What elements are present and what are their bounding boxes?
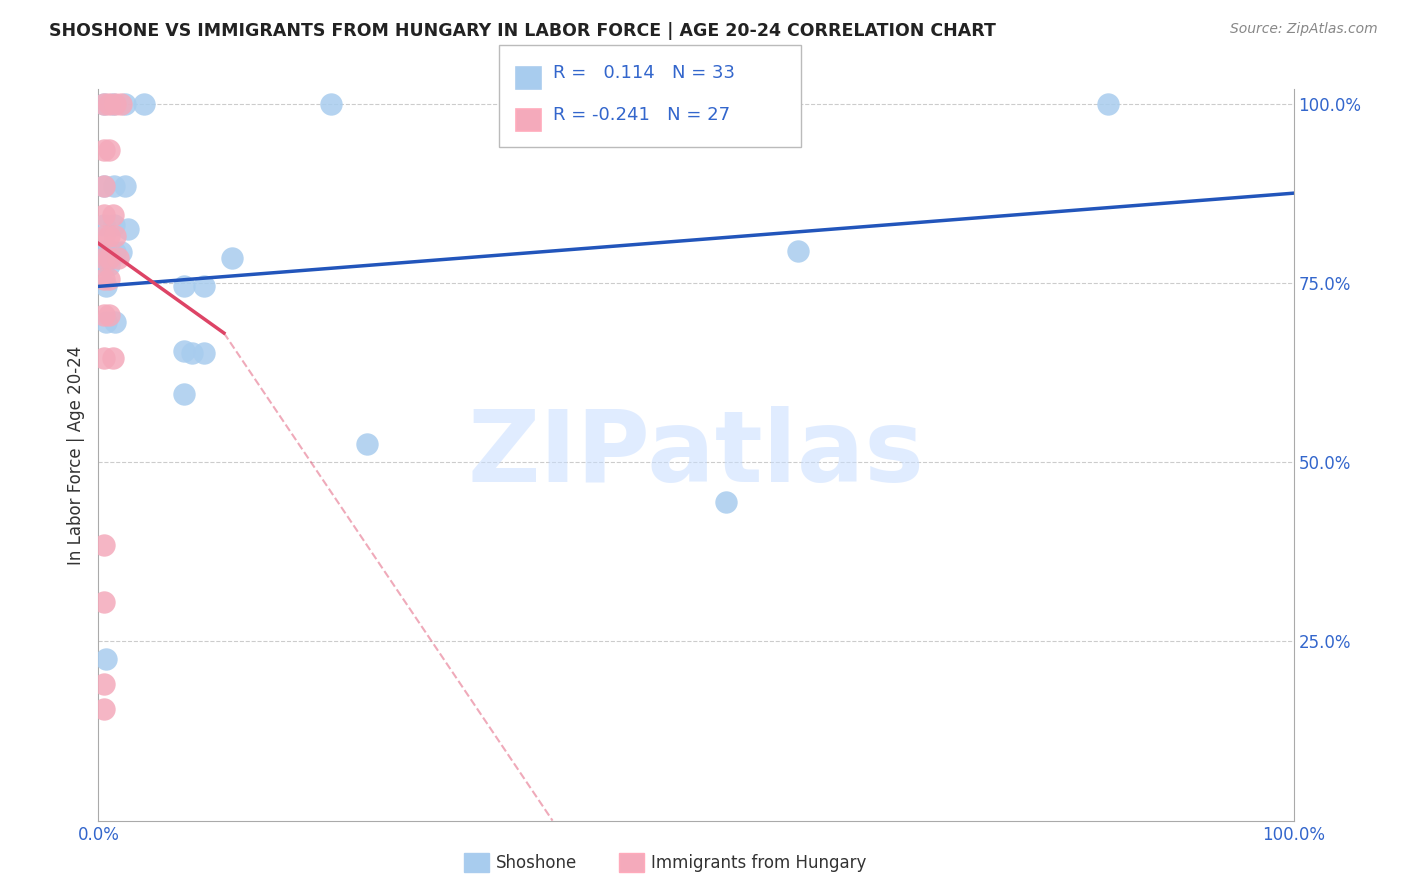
Point [94,652,117,666]
Point [114,179,136,194]
Point [104,96,127,111]
Point [193,346,215,360]
Point [93,208,115,222]
Text: Immigrants from Hungary: Immigrants from Hungary [651,854,866,871]
Point [103,219,125,233]
Point [104,244,127,259]
Point [93,258,115,272]
Point [110,244,132,259]
Point [93,96,115,111]
Point [98,251,121,265]
Point [221,251,243,265]
Point [98,229,121,244]
Point [193,279,215,293]
Point [93,537,115,551]
Point [173,343,195,358]
Y-axis label: In Labor Force | Age 20-24: In Labor Force | Age 20-24 [66,345,84,565]
Point [98,244,121,258]
Text: ZIPatlas: ZIPatlas [468,407,924,503]
Point [93,143,115,157]
Point [101,96,124,111]
Point [94,315,117,329]
Point [93,179,115,194]
Point [93,244,115,258]
Point [93,308,115,322]
Point [117,222,139,236]
Point [93,595,115,609]
Point [93,96,115,111]
Point [114,96,136,111]
Point [1097,96,1119,111]
Point [107,251,129,265]
Point [101,351,124,365]
Point [104,315,127,329]
Point [98,258,121,272]
Point [173,387,195,401]
Text: Shoshone: Shoshone [496,854,578,871]
Text: R = -0.241   N = 27: R = -0.241 N = 27 [553,106,730,124]
Point [93,272,115,286]
Point [98,143,121,157]
Point [786,244,808,258]
Point [93,677,115,691]
Point [173,279,195,293]
Point [101,208,124,222]
Point [94,279,117,293]
Point [356,437,378,451]
Point [98,96,121,111]
Point [321,96,343,111]
Point [104,229,127,244]
Point [93,179,115,194]
Point [93,229,115,244]
Point [103,179,125,194]
Text: SHOSHONE VS IMMIGRANTS FROM HUNGARY IN LABOR FORCE | AGE 20-24 CORRELATION CHART: SHOSHONE VS IMMIGRANTS FROM HUNGARY IN L… [49,22,995,40]
Point [547,96,569,111]
Point [110,96,132,111]
Text: R =   0.114   N = 33: R = 0.114 N = 33 [553,64,734,82]
Point [98,272,121,286]
Point [98,308,121,322]
Point [714,494,737,508]
Point [180,346,202,360]
Point [93,351,115,365]
Point [132,96,155,111]
Point [93,251,115,265]
Point [93,219,115,233]
Point [93,702,115,716]
Text: Source: ZipAtlas.com: Source: ZipAtlas.com [1230,22,1378,37]
